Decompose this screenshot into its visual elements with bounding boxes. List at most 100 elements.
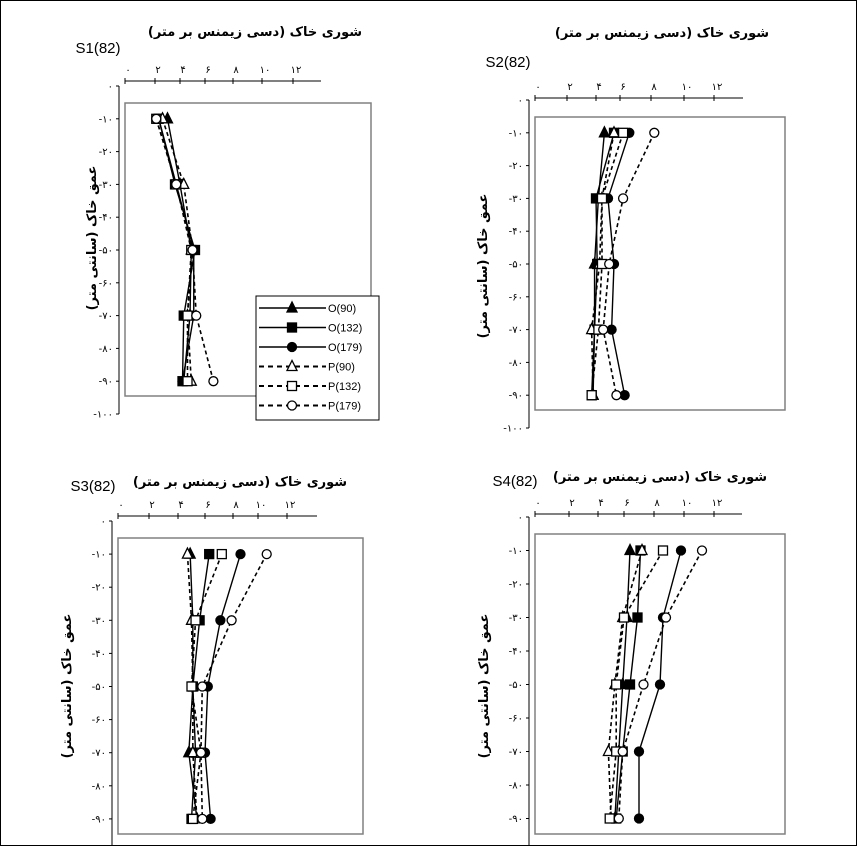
x-tick-label: ۰ <box>535 498 540 509</box>
y-tick-label: -۷۰ <box>509 747 523 758</box>
x-axis-title: شوری خاک (دسی زیمنس بر متر) <box>148 25 362 40</box>
y-tick-label: -۱۰ <box>92 550 106 561</box>
chart-panel-3: ۰-۱۰-۲۰-۳۰-۴۰-۵۰-۶۰-۷۰-۸۰-۹۰-۱۰۰۰۲۴۶۸۱۰۱… <box>60 475 364 846</box>
y-tick-label: -۱۰ <box>509 128 523 139</box>
x-tick-label: ۶ <box>205 500 210 511</box>
y-tick-label: -۳۰ <box>509 194 523 205</box>
circle-marker <box>226 615 237 626</box>
y-tick-label: -۴۰ <box>509 227 523 238</box>
x-axis-title: شوری خاک (دسی زیمنس بر متر) <box>555 26 769 41</box>
square-marker <box>182 310 193 321</box>
circle-marker <box>638 679 649 690</box>
y-tick-label: -۶۰ <box>509 714 523 725</box>
square-marker <box>182 376 193 387</box>
x-tick-label: ۶ <box>620 82 625 93</box>
y-tick-label: -۸۰ <box>509 781 523 792</box>
x-tick-label: ۸ <box>233 500 239 511</box>
y-tick-label: -۱۰ <box>509 546 523 557</box>
circle-marker <box>235 548 246 560</box>
circle-marker <box>208 376 219 387</box>
x-tick-label: ۱۰ <box>256 500 267 511</box>
circle-marker <box>286 400 298 411</box>
circle-marker <box>191 310 202 321</box>
series-line-P(179) <box>602 132 656 396</box>
legend-label: O(179) <box>328 342 362 354</box>
triangle-marker <box>181 546 194 559</box>
x-tick-label: ۲ <box>569 498 574 509</box>
y-tick-label: -۵۰ <box>92 682 106 693</box>
legend-label: P(132) <box>328 381 361 393</box>
x-tick-label: ۱۲ <box>285 500 296 511</box>
square-marker <box>586 390 597 401</box>
circle-marker <box>617 746 628 757</box>
x-tick-label: ۴ <box>178 500 183 511</box>
square-marker <box>604 813 615 824</box>
square-marker <box>632 612 643 623</box>
panel-label: S4(82) <box>492 473 537 490</box>
plot-area <box>534 116 786 411</box>
y-tick-label: -۴۰ <box>99 213 113 224</box>
x-tick-label: ۴ <box>596 82 601 93</box>
chart-panel-2: ۰ -۱۰ -۲۰ -۳۰ -۴۰ -۵۰ -۶۰ -۷۰ -۸۰ -۹۰ -۱۰۰ ۰ ۲ ۴ ۶ ۸ ۱۰ ۱… <box>476 26 786 435</box>
series-line-P(132) <box>190 553 223 819</box>
y-tick-label: -۱۰۰ <box>503 424 523 435</box>
x-tick-label: ۱۰ <box>682 82 693 93</box>
circle-marker <box>654 679 666 690</box>
chart-panel-1: ۰ -۱۰ -۲۰ -۳۰ -۴۰ -۵۰ -۶۰ -۷۰ -۸۰ -۹۰ -۱۰۰ ۰ ۲ ۴ ۶ ۸ ۱۰ ۱… <box>75 25 372 421</box>
square-marker <box>611 679 622 690</box>
legend-box <box>255 295 380 421</box>
legend-label: O(132) <box>328 323 362 335</box>
x-tick-label: ۰ <box>535 82 540 93</box>
triangle-marker <box>186 745 199 758</box>
triangle-marker <box>285 300 299 313</box>
circle-marker <box>197 681 208 692</box>
circle-marker <box>606 324 617 335</box>
triangle-marker <box>598 125 611 138</box>
x-tick-label: ۱۲ <box>712 498 723 509</box>
x-tick-label: ۱۲ <box>712 82 723 93</box>
x-tick-label: ۴ <box>180 65 185 76</box>
circle-marker <box>171 179 182 190</box>
square-marker <box>186 681 197 692</box>
triangle-marker <box>602 744 615 757</box>
y-axis-title: عمق خاک (سانتی متر) <box>60 614 75 759</box>
y-tick-label: ۰ <box>518 513 523 524</box>
circle-marker <box>604 258 615 270</box>
y-tick-label: ۰ <box>518 96 523 107</box>
circle-marker <box>195 747 207 758</box>
y-tick-label: -۲۰ <box>509 580 523 591</box>
circle-marker <box>205 813 216 825</box>
square-marker <box>286 380 298 392</box>
y-tick-label: -۳۰ <box>92 616 106 627</box>
circle-marker <box>675 545 687 556</box>
series-line-P(90) <box>590 132 615 396</box>
circle-marker <box>696 545 708 556</box>
y-tick-label: -۶۰ <box>92 715 106 726</box>
circle-marker <box>617 193 629 204</box>
chart-panel-4: ۰-۱۰-۲۰-۳۰-۴۰-۵۰-۶۰-۷۰-۸۰-۹۰-۱۰۰۰۲۴۶۸۱۰۱… <box>477 470 786 846</box>
y-tick-label: -۸۰ <box>92 781 106 792</box>
triangle-marker <box>623 543 637 556</box>
series-line-P(132) <box>608 550 664 819</box>
circle-marker <box>613 813 624 824</box>
x-tick-label: ۶ <box>205 65 210 76</box>
y-tick-label: -۱۰ <box>99 114 113 125</box>
y-axis-title: عمق خاک (سانتی متر) <box>476 194 491 339</box>
y-tick-label: -۵۰ <box>509 260 523 271</box>
y-tick-label: -۴۰ <box>509 647 523 658</box>
y-tick-label: -۷۰ <box>92 748 106 759</box>
y-tick-label: -۹۰ <box>92 814 106 825</box>
circle-marker <box>633 813 645 824</box>
x-tick-label: ۲ <box>155 65 160 76</box>
square-marker <box>286 322 298 333</box>
circle-marker <box>151 113 162 124</box>
series-line-P(90) <box>607 550 643 819</box>
y-tick-label: -۵۰ <box>509 680 523 691</box>
legend-label: P(179) <box>328 401 361 413</box>
square-marker <box>657 545 669 556</box>
x-tick-label: ۴ <box>598 498 603 509</box>
y-tick-label: -۵۰ <box>99 246 113 257</box>
y-tick-label: -۳۰ <box>509 613 523 624</box>
square-marker <box>618 612 630 623</box>
